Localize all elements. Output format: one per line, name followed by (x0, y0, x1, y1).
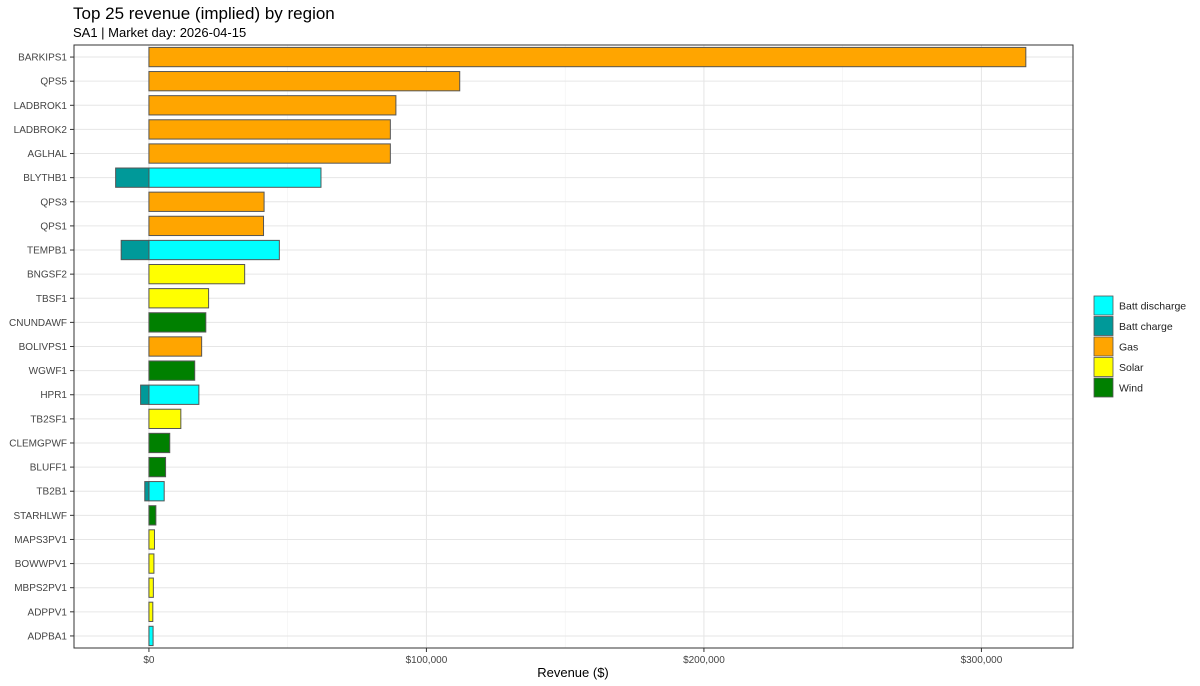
x-axis-label: Revenue ($) (537, 665, 609, 680)
legend-label: Gas (1119, 342, 1138, 354)
bar-bngsf2-solar (148, 263, 246, 285)
y-tick-label: BLYTHB1 (23, 173, 67, 184)
legend-label: Batt charge (1119, 321, 1173, 333)
y-tick-label: BOWWPV1 (15, 559, 68, 570)
y-tick-label: CNUNDAWF (9, 318, 67, 329)
y-tick-label: CLEMGPWF (9, 438, 67, 449)
chart-title: Top 25 revenue (implied) by region (73, 4, 335, 23)
legend-swatch (1093, 316, 1114, 336)
y-tick-label: QPS5 (40, 77, 67, 88)
bar-tb2b1-batt-discharge (148, 481, 165, 502)
y-tick-label: AGLHAL (28, 149, 68, 160)
bar-tb2sf1-solar (148, 408, 182, 430)
legend-label: Wind (1119, 383, 1143, 395)
legend-swatch (1093, 357, 1114, 377)
bars (115, 46, 1027, 647)
y-tick-label: ADPPV1 (28, 607, 68, 618)
bar-hpr1-batt-discharge (148, 384, 200, 405)
y-tick-label: TB2B1 (36, 487, 67, 498)
bar-hpr1-batt-charge (140, 384, 150, 405)
y-tick-label: BOLIVPS1 (19, 342, 68, 353)
bar-cnundawf-wind (148, 312, 207, 333)
y-tick-label: LADBROK1 (14, 101, 68, 112)
legend: Batt discharge Batt charge Gas Solar Wind (1093, 295, 1186, 398)
bar-tb2b1-batt-charge (144, 481, 150, 502)
legend-swatch (1093, 336, 1114, 357)
x-tick-label: $0 (143, 655, 155, 666)
y-tick-label: WGWF1 (29, 366, 68, 377)
chart-subtitle: SA1 | Market day: 2026-04-15 (73, 25, 246, 40)
x-tick-label: $100,000 (406, 655, 448, 666)
bar-qps3-gas (148, 191, 265, 212)
bar-ladbrok2-gas (148, 119, 391, 140)
bar-blythb1-batt-charge (115, 167, 150, 188)
x-axis: $0 $100,000 $200,000 $300,000 (143, 648, 1003, 666)
bar-blythb1-batt-discharge (148, 167, 322, 188)
x-tick-label: $200,000 (683, 655, 725, 666)
bar-barkips1-gas (148, 46, 1027, 68)
y-tick-label: QPS3 (40, 197, 67, 208)
bar-clemgpwf-wind (148, 432, 171, 454)
bar-tbsf1-solar (148, 288, 210, 309)
bar-maps3pv1-solar (148, 529, 155, 550)
bar-wgwf1-wind (148, 360, 196, 381)
y-tick-label: HPR1 (40, 390, 67, 401)
legend-swatch (1093, 377, 1114, 398)
y-tick-label: BLUFF1 (30, 463, 68, 474)
y-tick-label: MBPS2PV1 (14, 583, 67, 594)
x-tick-label: $300,000 (961, 655, 1003, 666)
y-tick-label: BNGSF2 (27, 270, 67, 281)
y-tick-label: LADBROK2 (14, 125, 68, 136)
bar-bolivps1-gas (148, 336, 203, 357)
bar-bluff1-wind (148, 456, 167, 478)
bar-adppv1-solar (148, 601, 154, 622)
y-tick-label: MAPS3PV1 (14, 535, 67, 546)
legend-label: Solar (1119, 362, 1144, 374)
bar-adpba1-batt-discharge (148, 625, 154, 647)
bar-aglhal-gas (148, 143, 391, 164)
bar-tempb1-batt-discharge (148, 239, 280, 261)
bar-mbps2pv1-solar (148, 577, 154, 598)
bar-qps5-gas (148, 71, 461, 92)
y-tick-label: ADPBA1 (28, 631, 68, 642)
y-tick-label: QPS1 (40, 221, 67, 232)
legend-label: Batt discharge (1119, 301, 1186, 313)
bar-qps1-gas (148, 215, 265, 237)
y-tick-label: TB2SF1 (30, 414, 67, 425)
bar-starhlwf-wind (148, 505, 157, 526)
y-tick-label: BARKIPS1 (18, 53, 67, 64)
y-tick-label: TBSF1 (36, 294, 68, 305)
y-tick-label: TEMPB1 (27, 246, 67, 257)
bar-ladbrok1-gas (148, 95, 397, 116)
bar-bowwpv1-solar (148, 553, 155, 574)
bar-tempb1-batt-charge (120, 239, 150, 261)
legend-swatch (1093, 295, 1114, 316)
y-tick-label: STARHLWF (13, 511, 67, 522)
y-axis: BARKIPS1 QPS5 LADBROK1 LADBROK2 AGLHAL BLYTHB… (9, 53, 74, 642)
